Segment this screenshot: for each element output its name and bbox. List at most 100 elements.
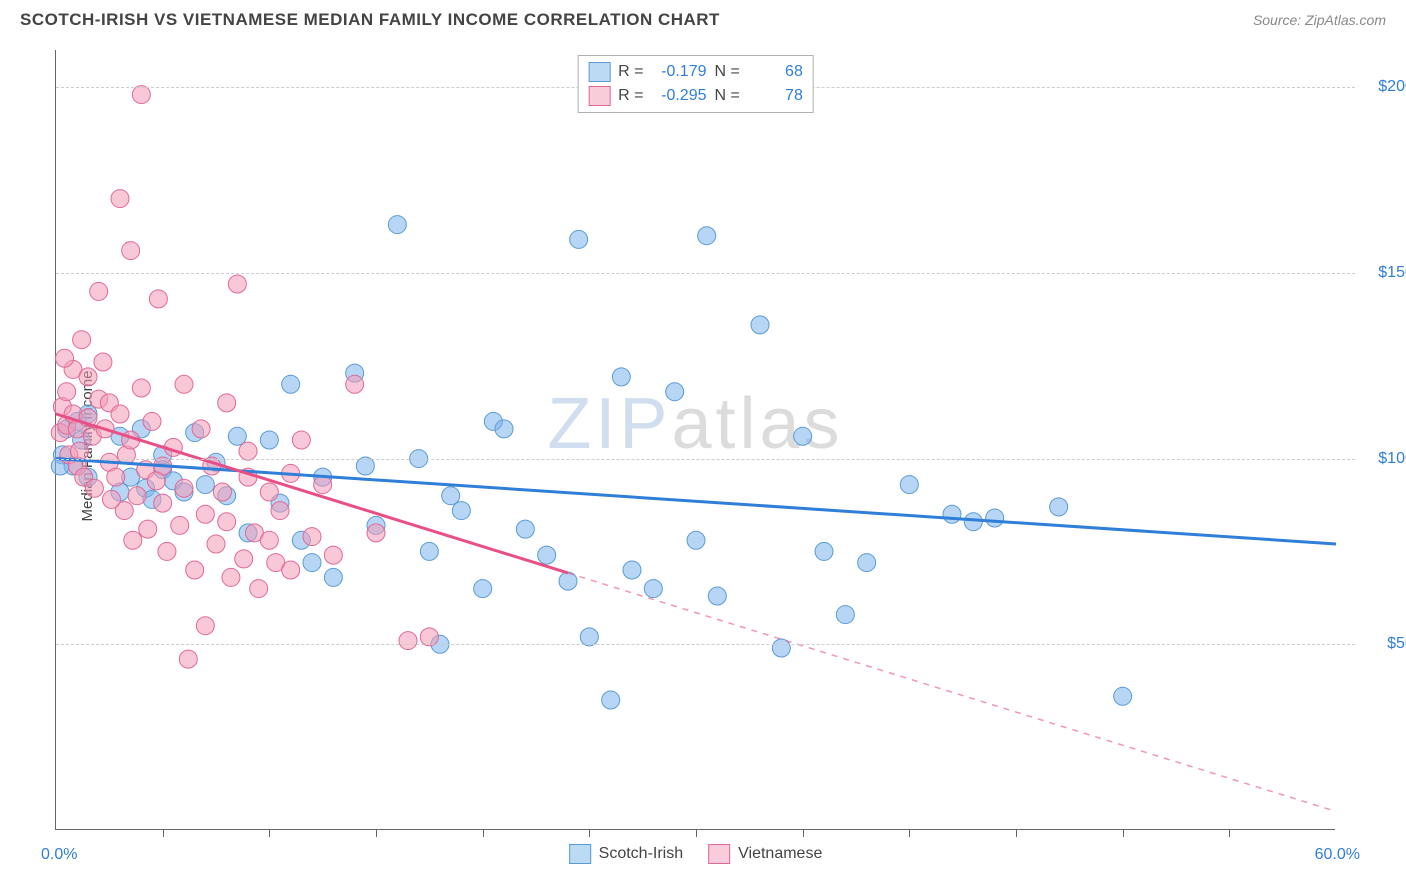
x-tick bbox=[696, 829, 697, 837]
x-axis-max-label: 60.0% bbox=[1315, 846, 1360, 864]
swatch-scotch-irish bbox=[588, 62, 610, 82]
data-point bbox=[751, 316, 769, 334]
data-point bbox=[282, 561, 300, 579]
data-point bbox=[282, 375, 300, 393]
data-point bbox=[399, 632, 417, 650]
series-name-scotch-irish: Scotch-Irish bbox=[599, 845, 683, 863]
x-tick bbox=[909, 829, 910, 837]
n-label: N = bbox=[715, 63, 740, 81]
data-point bbox=[158, 542, 176, 560]
source-label: Source: ZipAtlas.com bbox=[1253, 12, 1386, 28]
data-point bbox=[102, 490, 120, 508]
plot-area: ZIPatlas R = -0.179 N = 68 R = -0.295 N … bbox=[55, 50, 1335, 830]
series-legend: Scotch-Irish Vietnamese bbox=[569, 844, 823, 864]
data-point bbox=[260, 531, 278, 549]
data-point bbox=[836, 606, 854, 624]
swatch-icon bbox=[569, 844, 591, 864]
data-point bbox=[239, 442, 257, 460]
data-point bbox=[186, 561, 204, 579]
x-tick bbox=[483, 829, 484, 837]
data-point bbox=[420, 542, 438, 560]
gridline bbox=[56, 459, 1355, 460]
x-tick bbox=[163, 829, 164, 837]
data-point bbox=[218, 513, 236, 531]
data-point bbox=[147, 472, 165, 490]
data-point bbox=[559, 572, 577, 590]
x-tick bbox=[1123, 829, 1124, 837]
data-point bbox=[708, 587, 726, 605]
data-point bbox=[196, 617, 214, 635]
data-point bbox=[139, 520, 157, 538]
r-label: R = bbox=[618, 87, 643, 105]
data-point bbox=[132, 86, 150, 104]
chart-title: SCOTCH-IRISH VS VIETNAMESE MEDIAN FAMILY… bbox=[20, 10, 720, 30]
data-point bbox=[171, 516, 189, 534]
data-point bbox=[1114, 687, 1132, 705]
data-point bbox=[70, 442, 88, 460]
data-point bbox=[260, 483, 278, 501]
data-point bbox=[452, 502, 470, 520]
data-point bbox=[192, 420, 210, 438]
data-point bbox=[623, 561, 641, 579]
data-point bbox=[900, 476, 918, 494]
y-tick-label: $100,000 bbox=[1345, 450, 1406, 468]
data-point bbox=[516, 520, 534, 538]
gridline bbox=[56, 644, 1355, 645]
chart-container: SCOTCH-IRISH VS VIETNAMESE MEDIAN FAMILY… bbox=[0, 0, 1406, 892]
y-tick-label: $200,000 bbox=[1345, 78, 1406, 96]
data-point bbox=[495, 420, 513, 438]
trend-line-extrapolated bbox=[568, 573, 1336, 811]
data-point bbox=[303, 554, 321, 572]
data-point bbox=[222, 568, 240, 586]
swatch-icon bbox=[708, 844, 730, 864]
data-point bbox=[235, 550, 253, 568]
data-point bbox=[570, 230, 588, 248]
data-point bbox=[213, 483, 231, 501]
x-tick bbox=[803, 829, 804, 837]
data-point bbox=[580, 628, 598, 646]
data-point bbox=[228, 275, 246, 293]
data-point bbox=[698, 227, 716, 245]
legend-item-scotch-irish: Scotch-Irish bbox=[569, 844, 683, 864]
series-name-vietnamese: Vietnamese bbox=[738, 845, 822, 863]
gridline bbox=[56, 273, 1355, 274]
data-point bbox=[128, 487, 146, 505]
x-tick bbox=[269, 829, 270, 837]
data-point bbox=[474, 580, 492, 598]
data-point bbox=[250, 580, 268, 598]
data-point bbox=[260, 431, 278, 449]
correlation-legend: R = -0.179 N = 68 R = -0.295 N = 78 bbox=[577, 55, 814, 113]
data-point bbox=[815, 542, 833, 560]
data-point bbox=[324, 568, 342, 586]
data-point bbox=[324, 546, 342, 564]
data-point bbox=[58, 383, 76, 401]
x-axis-min-label: 0.0% bbox=[41, 846, 77, 864]
data-point bbox=[666, 383, 684, 401]
y-tick-label: $150,000 bbox=[1345, 264, 1406, 282]
data-point bbox=[196, 476, 214, 494]
data-point bbox=[154, 494, 172, 512]
data-point bbox=[111, 405, 129, 423]
data-point bbox=[303, 528, 321, 546]
x-tick bbox=[1229, 829, 1230, 837]
legend-item-vietnamese: Vietnamese bbox=[708, 844, 822, 864]
data-point bbox=[94, 353, 112, 371]
data-point bbox=[218, 394, 236, 412]
data-point bbox=[346, 375, 364, 393]
data-point bbox=[858, 554, 876, 572]
data-point bbox=[228, 427, 246, 445]
data-point bbox=[687, 531, 705, 549]
data-point bbox=[122, 242, 140, 260]
y-tick-label: $50,000 bbox=[1345, 635, 1406, 653]
legend-row-scotch-irish: R = -0.179 N = 68 bbox=[588, 60, 803, 84]
data-point bbox=[107, 468, 125, 486]
data-point bbox=[986, 509, 1004, 527]
data-point bbox=[1050, 498, 1068, 516]
data-point bbox=[132, 379, 150, 397]
data-point bbox=[538, 546, 556, 564]
scatter-svg bbox=[56, 50, 1335, 829]
data-point bbox=[79, 368, 97, 386]
data-point bbox=[149, 290, 167, 308]
data-point bbox=[207, 535, 225, 553]
data-point bbox=[292, 431, 310, 449]
